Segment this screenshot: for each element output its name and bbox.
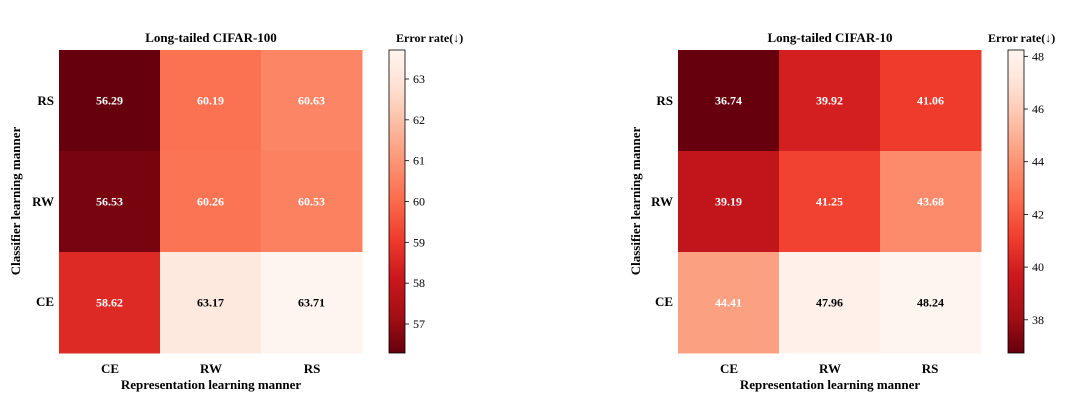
cell-value-label: 60.53 bbox=[298, 195, 325, 209]
y-axis-label: Classifier learning manner bbox=[628, 127, 643, 276]
y-tick-labels: RS RW CE bbox=[32, 93, 54, 309]
chart-title: Long-tailed CIFAR-10 bbox=[767, 30, 892, 45]
heatmap-cells: 36.74 39.92 41.06 39.19 41.25 43.68 44.41 47.96… bbox=[678, 50, 982, 354]
cell-value-label: 60.26 bbox=[197, 195, 224, 209]
cell-value-label: 60.19 bbox=[197, 94, 224, 108]
y-tick-label: RW bbox=[651, 194, 673, 209]
colorbar-tick-label: 60 bbox=[413, 195, 425, 209]
cell-value-label: 39.19 bbox=[715, 195, 742, 209]
cell-value-label: 48.24 bbox=[917, 296, 944, 310]
heatmap-cell bbox=[261, 50, 363, 152]
colorbar-label: Error rate(↓) bbox=[396, 31, 463, 45]
heatmap-panel-cifar100: Long-tailed CIFAR-100 56.29 60.19 60.6356.… bbox=[8, 30, 463, 392]
heatmap-cell bbox=[160, 151, 262, 253]
heatmap-cell bbox=[880, 50, 982, 152]
colorbar-tick-label: 38 bbox=[1032, 313, 1044, 327]
colorbar-tick-label: 63 bbox=[413, 72, 425, 86]
colorbar-ticks: 38 40 42 44 46 48 bbox=[1024, 49, 1044, 327]
heatmap-cell bbox=[779, 252, 881, 354]
x-tick-label: CE bbox=[101, 361, 119, 376]
x-tick-labels: CE RW RS bbox=[101, 361, 320, 376]
heatmap-cell bbox=[880, 252, 982, 354]
heatmap-cell bbox=[779, 151, 881, 253]
colorbar-tick-label: 44 bbox=[1032, 155, 1044, 169]
colorbar-tick-label: 62 bbox=[413, 113, 425, 127]
cell-value-label: 56.53 bbox=[96, 195, 123, 209]
cell-value-label: 41.06 bbox=[917, 94, 944, 108]
heatmap-cell bbox=[678, 252, 780, 354]
y-tick-label: RW bbox=[32, 194, 54, 209]
colorbar-tick-label: 61 bbox=[413, 154, 425, 168]
x-tick-label: RW bbox=[819, 361, 841, 376]
x-axis-label: Representation learning manner bbox=[121, 377, 302, 392]
x-tick-label: RS bbox=[304, 361, 321, 376]
colorbar-tick-label: 58 bbox=[413, 276, 425, 290]
heatmap-cell bbox=[678, 50, 780, 152]
chart-title: Long-tailed CIFAR-100 bbox=[145, 30, 277, 45]
heatmap-cell bbox=[880, 151, 982, 253]
colorbar-tick-label: 46 bbox=[1032, 102, 1044, 116]
y-tick-label: CE bbox=[36, 294, 54, 309]
cell-value-label: 44.41 bbox=[715, 296, 742, 310]
colorbar bbox=[388, 49, 406, 354]
cell-value-label: 43.68 bbox=[917, 195, 944, 209]
y-axis-label: Classifier learning manner bbox=[8, 127, 23, 276]
heatmap-cell bbox=[59, 252, 161, 354]
cell-value-label: 60.63 bbox=[298, 94, 325, 108]
colorbar-tick-label: 48 bbox=[1032, 49, 1044, 63]
heatmap-cell bbox=[261, 252, 363, 354]
heatmap-cell bbox=[160, 50, 262, 152]
colorbar bbox=[1007, 49, 1025, 354]
cell-value-label: 36.74 bbox=[715, 94, 742, 108]
colorbar-tick-label: 40 bbox=[1032, 260, 1044, 274]
cell-value-label: 63.17 bbox=[197, 296, 224, 310]
heatmap-cell bbox=[59, 50, 161, 152]
y-tick-label: RS bbox=[656, 93, 673, 108]
y-tick-label: CE bbox=[655, 294, 673, 309]
heatmap-cell bbox=[160, 252, 262, 354]
heatmap-panel-cifar10: Long-tailed CIFAR-10 36.74 39.92 41.06 39.1… bbox=[628, 30, 1055, 392]
heatmap-cell bbox=[261, 151, 363, 253]
cell-value-label: 58.62 bbox=[96, 296, 123, 310]
x-axis-label: Representation learning manner bbox=[740, 377, 921, 392]
cell-value-label: 56.29 bbox=[96, 94, 123, 108]
colorbar-tick-label: 59 bbox=[413, 235, 425, 249]
colorbar-tick-label: 42 bbox=[1032, 207, 1044, 221]
colorbar-label: Error rate(↓) bbox=[988, 31, 1055, 45]
x-tick-label: RS bbox=[922, 361, 939, 376]
y-tick-label: RS bbox=[37, 93, 54, 108]
heatmap-cell bbox=[779, 50, 881, 152]
cell-value-label: 39.92 bbox=[816, 94, 843, 108]
y-tick-labels: RS RW CE bbox=[651, 93, 673, 309]
x-tick-labels: CE RW RS bbox=[720, 361, 938, 376]
x-tick-label: CE bbox=[720, 361, 738, 376]
heatmap-cell bbox=[59, 151, 161, 253]
cell-value-label: 41.25 bbox=[816, 195, 843, 209]
cell-value-label: 47.96 bbox=[816, 296, 843, 310]
x-tick-label: RW bbox=[200, 361, 222, 376]
heatmap-cells: 56.29 60.19 60.63 56.53 60.26 60.53 58.62 63.17… bbox=[59, 50, 363, 354]
colorbar-ticks: 57 58 59 60 61 62 63 bbox=[405, 72, 425, 331]
heatmap-cell bbox=[678, 151, 780, 253]
colorbar-tick-label: 57 bbox=[413, 317, 425, 331]
cell-value-label: 63.71 bbox=[298, 296, 325, 310]
